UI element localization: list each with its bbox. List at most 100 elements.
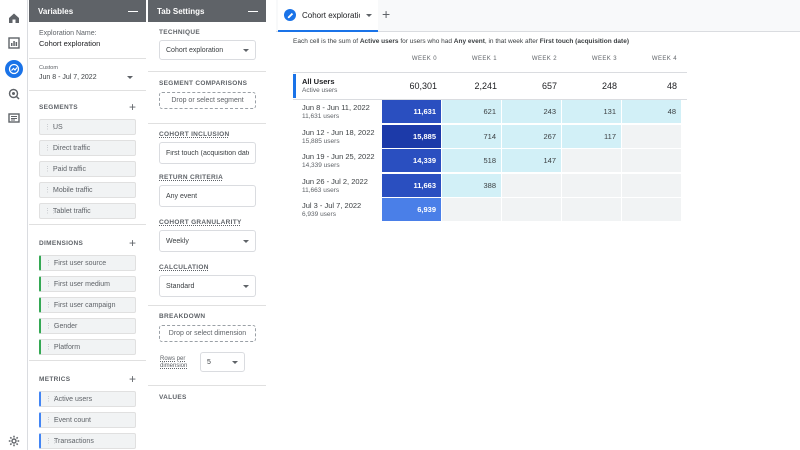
cohort-cell[interactable] — [562, 198, 622, 222]
drag-handle-icon[interactable]: ⋮⋮ — [45, 260, 58, 267]
segment-comparisons-section: SEGMENT COMPARISONS Drop or select segme… — [148, 72, 266, 124]
drag-handle-icon[interactable]: ⋮⋮ — [45, 344, 58, 351]
breakdown-drop-zone[interactable]: Drop or select dimension — [159, 325, 256, 342]
calculation-section: CALCULATION Standard — [148, 252, 266, 306]
exploration-name-section[interactable]: Exploration Name: Cohort exploration — [29, 22, 146, 59]
return-criteria-select[interactable]: Any event — [159, 185, 256, 207]
technique-section: TECHNIQUE Cohort exploration — [148, 22, 266, 72]
drag-handle-icon[interactable]: ⋮⋮ — [44, 187, 57, 194]
chevron-down-icon — [232, 360, 238, 364]
segment-chip[interactable]: ⋮⋮ Mobile traffic — [39, 182, 136, 198]
advertising-icon[interactable] — [6, 86, 22, 102]
drag-handle-icon[interactable]: ⋮⋮ — [45, 396, 58, 403]
minimize-icon[interactable]: — — [128, 5, 138, 17]
cohort-cell[interactable]: 714 — [442, 124, 502, 149]
cohort-cell[interactable]: 14,339 — [382, 149, 442, 173]
cohort-cell[interactable]: 243 — [502, 100, 562, 124]
add-segment-icon[interactable]: + — [128, 100, 136, 114]
drag-handle-icon[interactable]: ⋮⋮ — [44, 124, 57, 131]
exploration-name-value[interactable]: Cohort exploration — [39, 39, 101, 48]
cohort-cell[interactable] — [442, 198, 502, 222]
chevron-down-icon — [243, 48, 249, 52]
column-header: WEEK 4 — [651, 56, 677, 62]
cohort-inclusion-label: COHORT INCLUSION — [159, 131, 230, 138]
metric-chip[interactable]: ⋮⋮ Transactions — [39, 433, 136, 449]
reports-icon[interactable] — [6, 35, 22, 51]
cohort-cell[interactable] — [562, 173, 622, 198]
dimensions-section: DIMENSIONS + ⋮⋮ First user source ⋮⋮ First… — [29, 224, 146, 355]
cohort-cell[interactable]: 117 — [562, 124, 622, 149]
segment-chip[interactable]: ⋮⋮ Paid traffic — [39, 161, 136, 177]
cohort-cell[interactable] — [502, 173, 562, 198]
return-criteria-section: RETURN CRITERIA Any event — [148, 164, 266, 207]
cohort-cell[interactable] — [622, 124, 682, 149]
date-range-picker[interactable]: Custom Jun 8 - Jul 7, 2022 — [29, 59, 146, 91]
cohort-cell[interactable]: 147 — [502, 149, 562, 173]
cohort-granularity-label: COHORT GRANULARITY — [159, 219, 242, 226]
drag-handle-icon[interactable]: ⋮⋮ — [45, 417, 58, 424]
segment-chip[interactable]: ⋮⋮ Tablet traffic — [39, 203, 136, 219]
date-range-value: Jun 8 - Jul 7, 2022 — [39, 74, 97, 81]
chevron-down-icon[interactable] — [366, 13, 372, 17]
rows-per-dimension-label: Rows per dimension — [160, 356, 188, 369]
total-row-label: All Users Active users — [302, 77, 338, 94]
drag-handle-icon[interactable]: ⋮⋮ — [44, 145, 57, 152]
drag-handle-icon[interactable]: ⋮⋮ — [45, 438, 58, 445]
cohort-cell[interactable] — [622, 149, 682, 173]
segment-chip[interactable]: ⋮⋮ Direct traffic — [39, 140, 136, 156]
dimension-chip[interactable]: ⋮⋮ Gender — [39, 318, 136, 334]
cohort-cell[interactable]: 267 — [502, 124, 562, 149]
calculation-select[interactable]: Standard — [159, 275, 256, 297]
settings-icon[interactable] — [6, 433, 22, 449]
values-section: VALUES — [148, 386, 266, 401]
drag-handle-icon[interactable]: ⋮⋮ — [45, 302, 58, 309]
drag-handle-icon[interactable]: ⋮⋮ — [45, 281, 58, 288]
explore-icon[interactable] — [5, 60, 23, 78]
cohort-row-label: Jun 8 - Jun 11, 2022 11,631 users — [302, 103, 370, 120]
segment-drop-zone[interactable]: Drop or select segment — [159, 92, 256, 109]
home-icon[interactable] — [6, 10, 22, 26]
drag-handle-icon[interactable]: ⋮⋮ — [44, 166, 57, 173]
cohort-cell[interactable]: 11,631 — [382, 100, 442, 124]
cohort-cell[interactable]: 621 — [442, 100, 502, 124]
metric-chip[interactable]: ⋮⋮ Event count — [39, 412, 136, 428]
configure-icon[interactable] — [6, 110, 22, 126]
cohort-cell[interactable]: 15,885 — [382, 124, 442, 149]
metric-chip[interactable]: ⋮⋮ Active users — [39, 391, 136, 407]
minimize-icon[interactable]: — — [248, 5, 258, 17]
tab-settings-header: Tab Settings — — [148, 0, 266, 22]
pencil-icon[interactable] — [284, 9, 296, 21]
cohort-cell[interactable] — [502, 198, 562, 222]
segments-section: SEGMENTS + ⋮⋮ US ⋮⋮ Direct traffic ⋮⋮ Paid … — [29, 91, 146, 219]
cohort-cell[interactable]: 6,939 — [382, 198, 442, 222]
chevron-down-icon[interactable] — [127, 76, 133, 79]
dimension-chip[interactable]: ⋮⋮ Platform — [39, 339, 136, 355]
total-value: 657 — [541, 81, 557, 91]
cohort-row-label: Jun 12 - Jun 18, 2022 15,885 users — [302, 127, 375, 145]
cohort-cell[interactable]: 388 — [442, 173, 502, 198]
dimension-chip[interactable]: ⋮⋮ First user source — [39, 255, 136, 271]
add-metric-icon[interactable]: + — [128, 372, 136, 386]
cohort-cell[interactable] — [622, 198, 682, 222]
main-canvas: Cohort exploration + Each cell is the su… — [276, 0, 800, 450]
dimension-chip[interactable]: ⋮⋮ First user medium — [39, 276, 136, 292]
cohort-granularity-select[interactable]: Weekly — [159, 230, 256, 252]
technique-select[interactable]: Cohort exploration — [159, 40, 256, 60]
cohort-row-label: Jul 3 - Jul 7, 2022 6,939 users — [302, 201, 362, 218]
add-dimension-icon[interactable]: + — [128, 236, 136, 250]
cohort-cell[interactable]: 11,663 — [382, 173, 442, 198]
drag-handle-icon[interactable]: ⋮⋮ — [44, 208, 57, 215]
totals-divider — [293, 99, 687, 100]
cohort-cell[interactable] — [562, 149, 622, 173]
rows-per-dimension-select[interactable]: 5 — [200, 352, 245, 372]
cohort-cell[interactable] — [622, 173, 682, 198]
add-tab-icon[interactable]: + — [382, 6, 391, 22]
cohort-cell[interactable]: 48 — [622, 100, 682, 124]
cohort-cell[interactable]: 131 — [562, 100, 622, 124]
cohort-inclusion-select[interactable]: First touch (acquisition date) — [159, 142, 256, 164]
tab-cohort-exploration[interactable]: Cohort exploration — [278, 0, 378, 32]
segment-chip[interactable]: ⋮⋮ US — [39, 119, 136, 135]
cohort-cell[interactable]: 518 — [442, 149, 502, 173]
dimension-chip[interactable]: ⋮⋮ First user campaign — [39, 297, 136, 313]
drag-handle-icon[interactable]: ⋮⋮ — [45, 323, 58, 330]
